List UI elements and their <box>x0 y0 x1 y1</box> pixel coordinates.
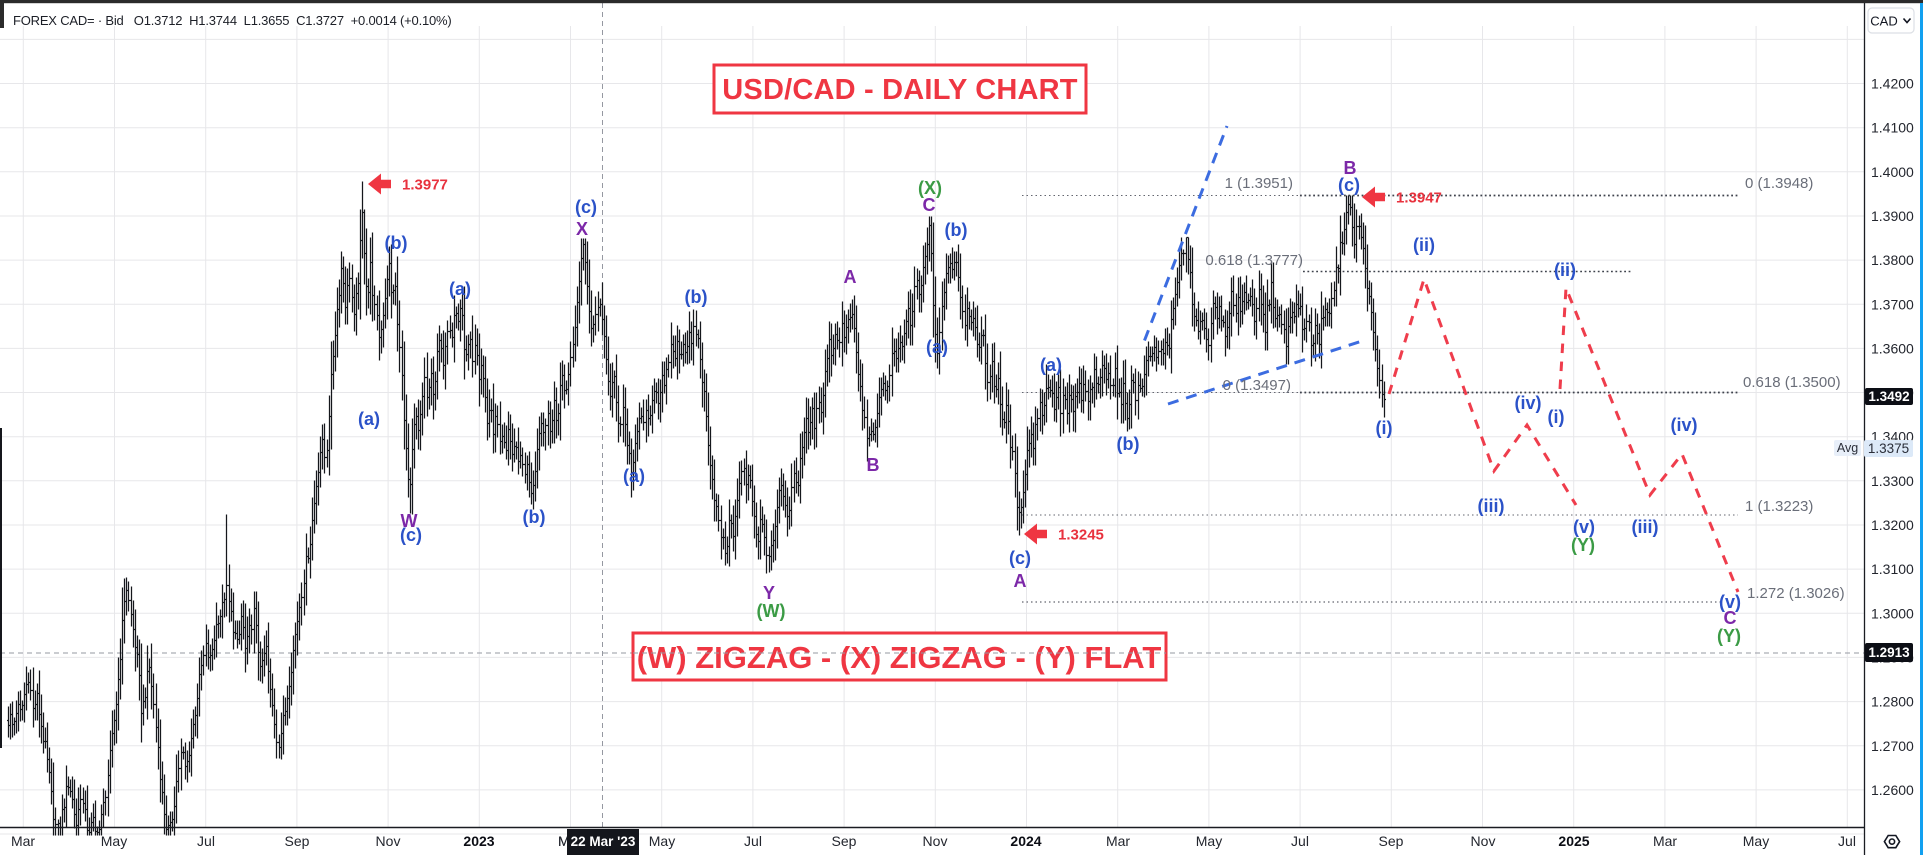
svg-text:May: May <box>1743 833 1769 849</box>
svg-text:Avg: Avg <box>1837 441 1858 455</box>
svg-text:1.3492: 1.3492 <box>1868 389 1909 404</box>
svg-text:(ii): (ii) <box>1554 260 1576 280</box>
svg-text:(b): (b) <box>1117 434 1140 454</box>
svg-text:Nov: Nov <box>1471 833 1496 849</box>
svg-text:0 (1.3497): 0 (1.3497) <box>1223 377 1291 394</box>
svg-text:USD/CAD - DAILY CHART: USD/CAD - DAILY CHART <box>722 74 1078 106</box>
svg-text:(a): (a) <box>358 409 380 429</box>
svg-text:A: A <box>844 267 857 287</box>
svg-text:Jul: Jul <box>197 833 215 849</box>
svg-text:0.618 (1.3500): 0.618 (1.3500) <box>1743 374 1841 391</box>
svg-text:(ii): (ii) <box>1413 235 1435 255</box>
svg-text:1.3300: 1.3300 <box>1871 473 1914 489</box>
svg-text:(iii): (iii) <box>1478 496 1505 516</box>
svg-text:1.3947: 1.3947 <box>1396 190 1442 207</box>
svg-text:1.3375: 1.3375 <box>1868 441 1909 456</box>
svg-text:1.3200: 1.3200 <box>1871 517 1914 533</box>
svg-text:2023: 2023 <box>463 833 494 849</box>
svg-text:Jul: Jul <box>1838 833 1856 849</box>
svg-text:1.2600: 1.2600 <box>1871 782 1914 798</box>
svg-text:(a): (a) <box>926 337 948 357</box>
svg-text:May: May <box>101 833 127 849</box>
svg-text:1.2913: 1.2913 <box>1868 645 1910 660</box>
svg-text:(b): (b) <box>945 220 968 240</box>
svg-text:May: May <box>1196 833 1222 849</box>
svg-text:1.2700: 1.2700 <box>1871 738 1914 754</box>
svg-text:B: B <box>1344 158 1357 178</box>
svg-text:Nov: Nov <box>376 833 401 849</box>
svg-text:1 (1.3223): 1 (1.3223) <box>1745 498 1813 515</box>
svg-text:Jul: Jul <box>744 833 762 849</box>
svg-text:1.2800: 1.2800 <box>1871 694 1914 710</box>
svg-text:X: X <box>576 219 588 239</box>
svg-text:Sep: Sep <box>285 833 310 849</box>
svg-text:1 (1.3951): 1 (1.3951) <box>1225 175 1293 192</box>
svg-text:Sep: Sep <box>832 833 857 849</box>
svg-text:2024: 2024 <box>1010 833 1041 849</box>
svg-text:0.618 (1.3777): 0.618 (1.3777) <box>1205 252 1303 269</box>
svg-text:May: May <box>649 833 675 849</box>
svg-text:22 Mar '23: 22 Mar '23 <box>571 834 636 849</box>
svg-text:(b): (b) <box>385 233 408 253</box>
svg-text:Jul: Jul <box>1291 833 1309 849</box>
svg-text:A: A <box>1014 571 1027 591</box>
svg-text:1.3977: 1.3977 <box>402 177 448 194</box>
svg-text:(X): (X) <box>918 178 942 198</box>
svg-text:(v): (v) <box>1573 517 1595 537</box>
svg-text:2025: 2025 <box>1558 833 1589 849</box>
svg-text:(iv): (iv) <box>1671 415 1698 435</box>
svg-text:1.272 (1.3026): 1.272 (1.3026) <box>1747 585 1845 602</box>
svg-text:1.4000: 1.4000 <box>1871 164 1914 180</box>
svg-text:(b): (b) <box>685 287 708 307</box>
svg-text:(a): (a) <box>1040 355 1062 375</box>
svg-text:(c): (c) <box>575 197 597 217</box>
svg-text:1.3800: 1.3800 <box>1871 252 1914 268</box>
svg-text:(c): (c) <box>1338 175 1360 195</box>
svg-text:Y: Y <box>763 583 775 603</box>
svg-text:(iii): (iii) <box>1632 517 1659 537</box>
svg-text:(i): (i) <box>1376 418 1393 438</box>
svg-text:(iv): (iv) <box>1515 393 1542 413</box>
svg-text:(Y): (Y) <box>1717 626 1741 646</box>
svg-text:1.4100: 1.4100 <box>1871 120 1914 136</box>
svg-text:1.4200: 1.4200 <box>1871 76 1914 92</box>
svg-text:W: W <box>401 511 418 531</box>
svg-text:(c): (c) <box>1009 548 1031 568</box>
svg-text:0 (1.3948): 0 (1.3948) <box>1745 175 1813 192</box>
svg-text:(a): (a) <box>623 466 645 486</box>
svg-text:C: C <box>1724 608 1737 628</box>
svg-text:Mar: Mar <box>1653 833 1677 849</box>
svg-text:CAD: CAD <box>1870 14 1897 29</box>
svg-text:C: C <box>923 195 936 215</box>
svg-text:Sep: Sep <box>1379 833 1404 849</box>
svg-text:1.3245: 1.3245 <box>1058 527 1104 544</box>
svg-text:(Y): (Y) <box>1571 535 1595 555</box>
svg-text:1.3100: 1.3100 <box>1871 561 1914 577</box>
svg-text:B: B <box>867 455 880 475</box>
svg-text:(b): (b) <box>523 507 546 527</box>
svg-text:FOREX CAD= · Bid O1.3712 H1: FOREX CAD= · Bid O1.3712 H1.3744 L1.3655… <box>13 13 452 28</box>
svg-text:1.3600: 1.3600 <box>1871 340 1914 356</box>
svg-text:(c): (c) <box>400 525 422 545</box>
svg-text:(v): (v) <box>1719 592 1741 612</box>
svg-text:1.3000: 1.3000 <box>1871 605 1914 621</box>
svg-text:Mar: Mar <box>11 833 35 849</box>
svg-text:Nov: Nov <box>923 833 948 849</box>
svg-text:Mar: Mar <box>1106 833 1130 849</box>
svg-text:(i): (i) <box>1548 407 1565 427</box>
svg-text:(a): (a) <box>449 279 471 299</box>
svg-text:(W) ZIGZAG - (X) ZIGZAG - (Y): (W) ZIGZAG - (X) ZIGZAG - (Y) FLAT <box>637 640 1162 675</box>
svg-text:1.3900: 1.3900 <box>1871 208 1914 224</box>
svg-text:1.3700: 1.3700 <box>1871 296 1914 312</box>
svg-text:(W): (W) <box>757 601 786 621</box>
